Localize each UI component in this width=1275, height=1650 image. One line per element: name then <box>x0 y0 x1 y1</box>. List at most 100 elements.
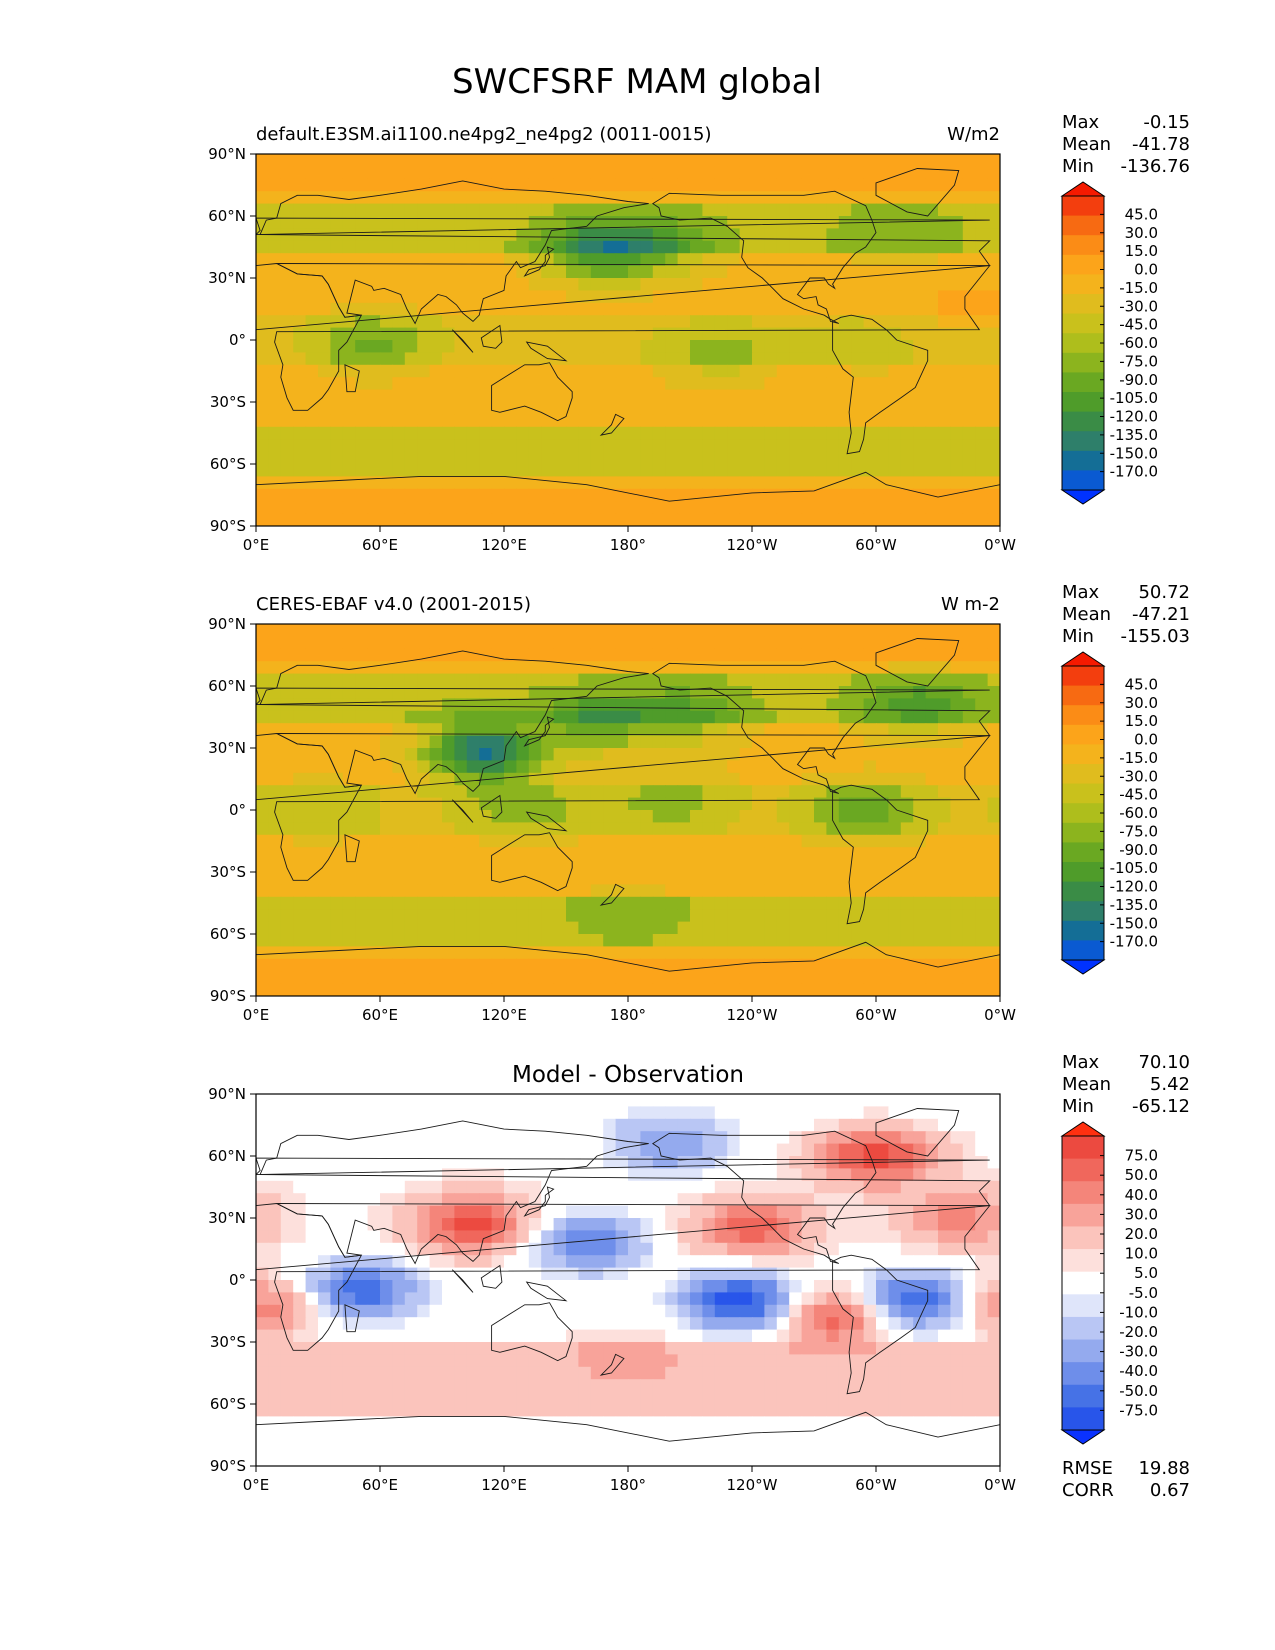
field-cell <box>776 785 790 799</box>
field-cell <box>640 1118 654 1132</box>
field-cell <box>342 958 356 972</box>
field-cell <box>702 1180 716 1194</box>
field-cell <box>367 240 381 254</box>
field-cell <box>739 847 753 861</box>
field-cell <box>752 166 765 180</box>
field-cell <box>702 278 716 291</box>
field-cell <box>392 946 406 960</box>
field-cell <box>925 302 939 316</box>
field-cell <box>665 389 679 403</box>
field-cell <box>615 1317 629 1331</box>
field-cell <box>603 476 617 490</box>
field-cell <box>752 686 765 699</box>
field-cell <box>727 178 741 192</box>
field-cell <box>479 834 493 848</box>
field-cell <box>553 1317 567 1331</box>
field-cell <box>590 203 604 217</box>
field-cell <box>776 265 790 279</box>
field-cell <box>454 402 468 415</box>
field-cell <box>442 748 455 761</box>
field-cell <box>318 1094 331 1107</box>
field-cell <box>826 1118 840 1132</box>
field-cell <box>764 1156 778 1169</box>
field-cell <box>380 847 393 861</box>
field-cell <box>987 1180 1000 1194</box>
field-cell <box>677 673 691 687</box>
field-cell <box>466 1230 480 1244</box>
field-cell <box>913 154 927 167</box>
field-cell <box>355 1118 369 1132</box>
field-cell <box>702 1292 716 1306</box>
field-cell <box>504 364 517 378</box>
field-cell <box>342 302 356 316</box>
field-cell <box>727 958 741 972</box>
y-tick-label: 90°N <box>208 615 246 633</box>
field-cell <box>615 1143 629 1157</box>
field-cell <box>962 278 976 291</box>
field-cell <box>888 265 902 279</box>
field-cell <box>652 426 666 440</box>
field-cell <box>305 327 319 341</box>
field-cell <box>318 958 331 972</box>
field-cell <box>280 464 294 477</box>
field-cell <box>541 624 555 637</box>
field-cell <box>380 884 393 898</box>
field-cell <box>702 896 716 910</box>
field-cell <box>541 1329 555 1343</box>
field-cell <box>987 340 1000 353</box>
field-cell <box>826 983 840 996</box>
field-cell <box>479 934 493 947</box>
field-cell <box>900 166 914 180</box>
field-cell <box>553 760 567 774</box>
field-cell <box>801 488 815 502</box>
field-cell <box>838 1230 852 1244</box>
field-cell <box>566 501 579 515</box>
field-cell <box>504 501 517 515</box>
field-cell <box>268 154 282 167</box>
field-cell <box>975 501 989 515</box>
field-cell <box>305 290 319 304</box>
field-cell <box>714 1193 728 1207</box>
field-cell <box>789 340 803 353</box>
field-cell <box>950 921 964 935</box>
field-cell <box>987 476 1000 490</box>
field-cell <box>789 216 803 229</box>
field-cell <box>938 859 951 873</box>
field-cell <box>479 872 493 885</box>
field-cell <box>516 785 530 799</box>
field-cell <box>913 648 927 662</box>
field-cell <box>888 847 902 861</box>
field-cell <box>801 1304 815 1318</box>
field-cell <box>528 934 542 947</box>
field-cell <box>429 1118 443 1132</box>
field-cell <box>330 1118 344 1132</box>
field-cell <box>900 760 914 774</box>
field-cell <box>479 253 493 267</box>
field-cell <box>280 921 294 935</box>
field-cell <box>888 1230 902 1244</box>
field-cell <box>305 1317 319 1331</box>
field-cell <box>789 1329 803 1343</box>
field-cell <box>938 1106 951 1120</box>
field-cell <box>814 166 827 180</box>
field-cell <box>280 760 294 774</box>
field-cell <box>739 636 753 650</box>
field-cell <box>256 488 269 502</box>
field-cell <box>727 1106 741 1120</box>
field-cell <box>987 253 1000 267</box>
field-cell <box>628 958 641 972</box>
field-cell <box>938 340 951 353</box>
field-cell <box>479 896 493 910</box>
field-cell <box>491 253 505 267</box>
field-cell <box>367 451 381 465</box>
field-cell <box>342 1205 356 1219</box>
field-cell <box>702 389 716 403</box>
field-cell <box>900 402 914 415</box>
field-cell <box>454 464 468 477</box>
field-cell <box>305 723 319 737</box>
field-cell <box>714 352 728 366</box>
field-cell <box>553 290 567 304</box>
field-cell <box>566 884 579 898</box>
x-tick-label: 0°E <box>243 1006 270 1024</box>
field-cell <box>603 216 617 229</box>
